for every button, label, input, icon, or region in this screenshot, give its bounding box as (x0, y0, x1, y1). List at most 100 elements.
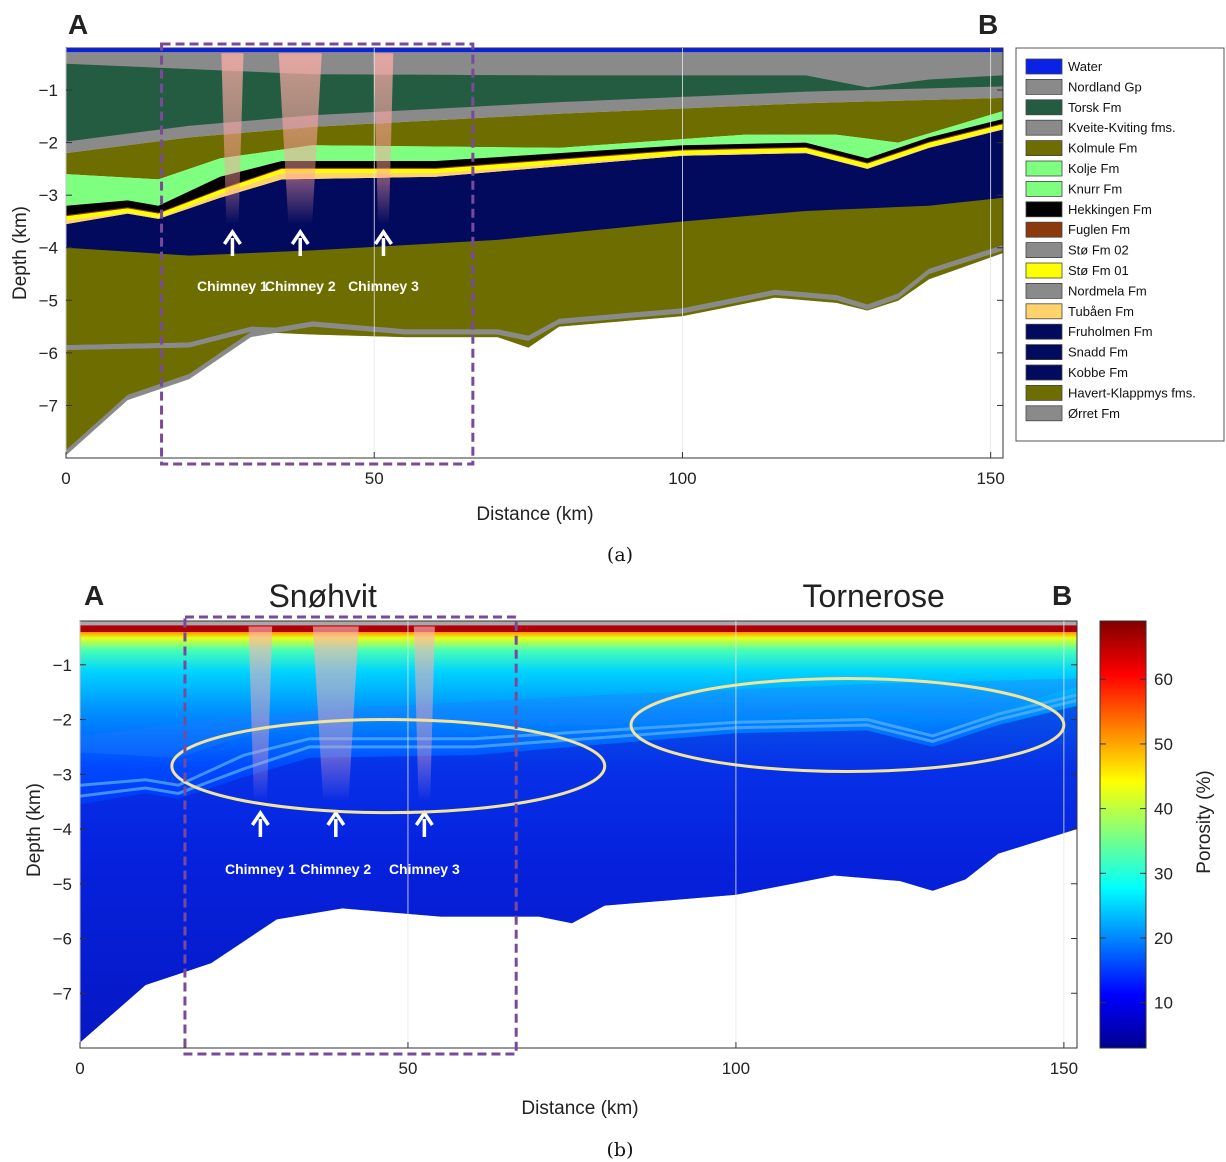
water-column (80, 621, 1077, 626)
colorbar: Porosity (%) 10 20 30 40 50 60 (1099, 620, 1215, 1049)
legend-swatch (1025, 405, 1063, 422)
legend-entry: Kolmule Fm (1068, 141, 1137, 156)
chimney-arrow (374, 228, 393, 256)
y-axis-label-b: Depth (km) (24, 783, 45, 877)
panel-a-ticks: 0 50 100 150 −1 −2 −3 −4 −5 −6 −7 (39, 48, 1005, 488)
field-name: Snøhvit (268, 578, 377, 614)
chimney-label: Chimney 2 (265, 278, 336, 294)
legend-entry: Knurr Fm (1068, 181, 1122, 196)
mid-strata-tint (80, 678, 1077, 758)
y-tick-label: −1 (53, 656, 72, 675)
legend-swatch (1025, 99, 1063, 116)
legend-swatch (1025, 364, 1063, 381)
chimney-label: Chimney 3 (348, 278, 419, 294)
x-tick-label: 50 (365, 469, 384, 488)
panel-b-ticks: 0 50 100 150 −1 −2 −3 −4 −5 −6 −7 (53, 621, 1078, 1078)
legend-entry: Nordland Gp (1068, 79, 1142, 94)
chimney-plume (221, 53, 244, 225)
chimney-plume (413, 626, 435, 802)
y-tick-label: −6 (39, 344, 58, 363)
colorbar-tick-label: 50 (1154, 735, 1173, 754)
havert-klappmys-lower-layer (66, 247, 1003, 453)
kveite-layer (66, 86, 1003, 154)
havert-klappmys-upper-layer (66, 197, 1003, 345)
kolmule-layer (66, 97, 1003, 180)
y-tick-label: −3 (39, 186, 58, 205)
legend-swatch (1025, 384, 1063, 401)
kolje-knurr-layer (66, 111, 1003, 206)
legend-entry: Nordmela Fm (1068, 283, 1147, 298)
y-tick-label: −2 (53, 711, 72, 730)
x-tick-label: 0 (75, 1059, 84, 1078)
section-end-label-b: B (1052, 580, 1072, 611)
y-tick-label: −2 (39, 134, 58, 153)
chimney-arrow (290, 228, 310, 256)
legend-entry: Kobbe Fm (1068, 365, 1128, 380)
legend-entry: Fruholmen Fm (1068, 324, 1153, 339)
y-tick-label: −1 (39, 81, 58, 100)
y-tick-label: −4 (39, 239, 58, 258)
legend-swatch (1025, 344, 1063, 361)
x-tick-label: 100 (668, 469, 696, 488)
legend-swatch (1025, 242, 1063, 259)
x-tick-label: 50 (398, 1059, 417, 1078)
y-tick-label: −7 (39, 396, 58, 415)
chimney-label: Chimney 3 (389, 861, 460, 877)
legend-swatch (1025, 119, 1063, 136)
panel-b: Chimney 1 Chimney 2 Chimney 3 0 50 100 150 −1 −… (24, 578, 1215, 1161)
y-tick-label: −4 (53, 820, 72, 839)
colorbar-tick-label: 20 (1154, 929, 1173, 948)
legend: Water Nordland Gp Torsk Fm Kveite-Kviting f… (1015, 47, 1225, 442)
y-tick-label: −7 (53, 984, 72, 1003)
seabed-high-porosity (80, 625, 1077, 632)
field-outline-ellipse (629, 676, 1066, 774)
legend-entry: Kolje Fm (1068, 161, 1119, 176)
legend-swatch (1025, 79, 1063, 95)
x-tick-label: 150 (1050, 1059, 1078, 1078)
legend-entry: Stø Fm 02 (1068, 243, 1129, 258)
legend-entry: Snadd Fm (1068, 345, 1128, 360)
hekkingen-layer (66, 118, 1003, 217)
colorbar-tick-label: 30 (1154, 864, 1173, 883)
legend-swatch (1025, 323, 1063, 340)
panel-b-caption: (b) (607, 1139, 634, 1161)
y-axis-label: Depth (km) (10, 206, 31, 300)
legend-swatch (1025, 201, 1063, 218)
legend-swatch (1025, 180, 1063, 197)
legend-entry: Havert-Klappmys fms. (1068, 385, 1196, 400)
chimney-arrow (250, 809, 270, 837)
chimney-overlays-b: Chimney 1 Chimney 2 Chimney 3 (225, 626, 460, 877)
legend-entry: Kveite-Kviting fms. (1068, 120, 1176, 135)
legend-entry: Tubåen Fm (1068, 304, 1134, 319)
legend-swatch (1025, 58, 1063, 75)
y-tick-label: −3 (53, 765, 72, 784)
x-axis-label: Distance (km) (476, 504, 593, 525)
field-ellipses (170, 676, 1066, 815)
x-tick-label: 150 (976, 469, 1004, 488)
colorbar-tick-label: 60 (1154, 670, 1173, 689)
chimney-plume (278, 53, 322, 225)
legend-swatch (1025, 262, 1063, 279)
chimney-plume (373, 53, 394, 225)
snohvit-highlight-box (160, 42, 475, 466)
y-tick-label: −5 (53, 875, 72, 894)
legend-entry: Stø Fm 01 (1068, 263, 1129, 278)
chimney-plume (312, 626, 359, 802)
chimney-arrow (326, 809, 346, 837)
section-start-label-b: A (84, 580, 104, 611)
legend-entry: Water (1068, 59, 1103, 74)
colorbar-label: Porosity (%) (1194, 770, 1215, 873)
y-tick-label: −6 (53, 930, 72, 949)
legend-entry: Torsk Fm (1068, 100, 1121, 115)
section-end-label: B (978, 9, 998, 40)
chimney-arrow (222, 228, 242, 256)
legend-entry: Hekkingen Fm (1068, 202, 1152, 217)
snohvit-highlight-box-b (183, 615, 518, 1056)
colorbar-ramp (1099, 620, 1147, 1049)
field-name: Tornerose (803, 578, 945, 614)
water-layer (66, 48, 1003, 53)
field-outline-ellipse (170, 718, 607, 815)
